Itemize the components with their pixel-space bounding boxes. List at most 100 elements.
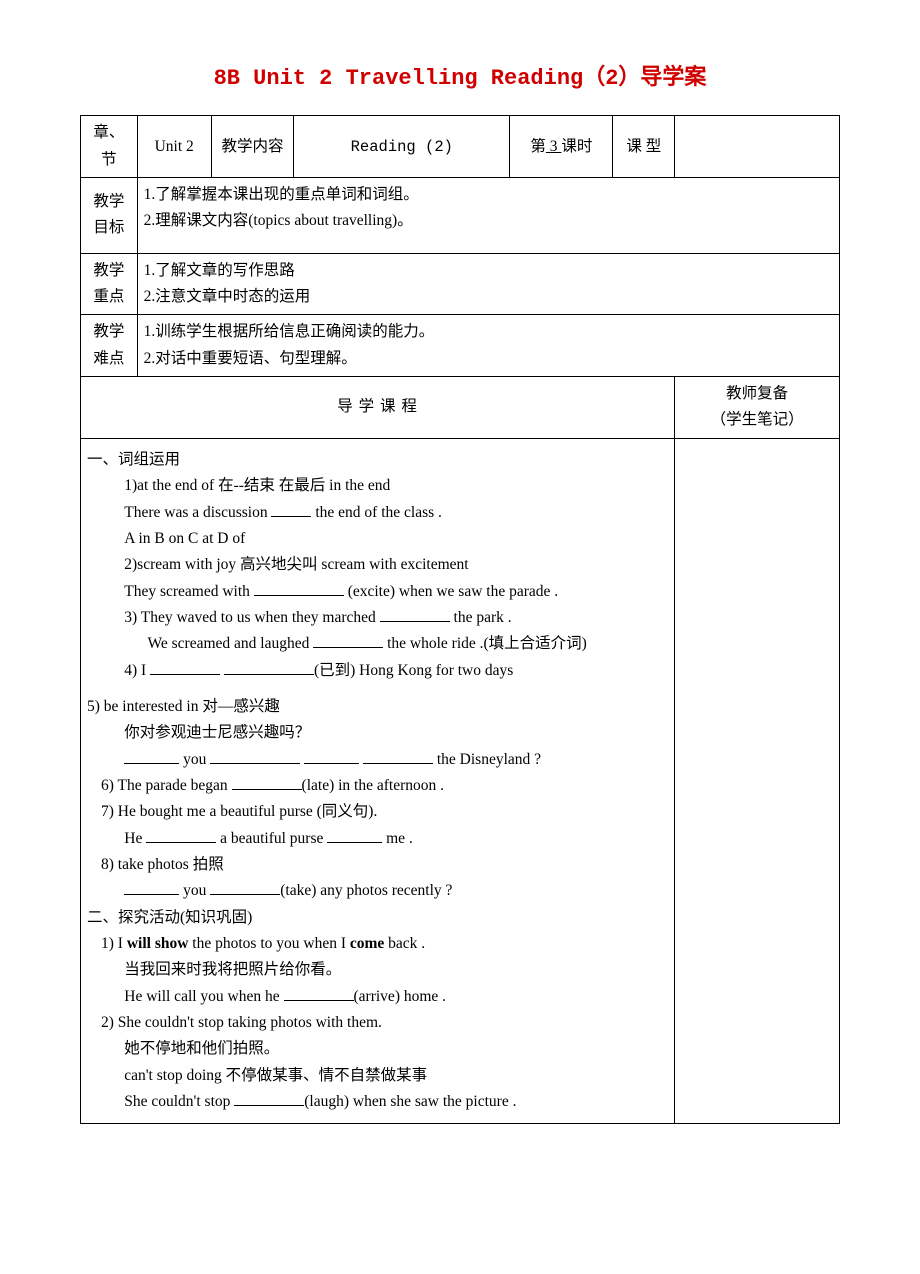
focus-line1: 1.了解文章的写作思路 [144,258,833,284]
notes-column [675,438,840,1124]
s1-item2-a: 2)scream with joy 高兴地尖叫 scream with exci… [101,552,668,578]
blank [271,502,311,517]
s1-item1-c: A in B on C at D of [101,526,668,552]
s1-item2-b-post: (excite) when we saw the parade . [344,583,558,600]
s1-item1-a: 1)at the end of 在--结束 在最后 in the end [101,473,668,499]
blank [210,749,300,764]
s1-item8-b-m1: you [179,882,210,899]
s2-item1-a: 1) I will show the photos to you when I … [101,931,668,957]
blank [224,660,314,675]
type-value [675,116,840,178]
goals-line1: 1.了解掌握本课出现的重点单词和词组。 [144,182,833,208]
header-row: 章、节 Unit 2 教学内容 Reading (2) 第 3 课时 课 型 [81,116,840,178]
goals-label: 教学目标 [81,178,138,254]
s1-item6-pre: 6) The parade began [101,777,232,794]
s1-item5-a: 5) be interested in 对—感兴趣 [87,694,668,720]
goals-row: 教学目标 1.了解掌握本课出现的重点单词和词组。 2.理解课文内容(topics… [81,178,840,254]
s2-item2-d: She couldn't stop (laugh) when she saw t… [101,1089,668,1115]
focus-line2: 2.注意文章中时态的运用 [144,284,833,310]
blank [124,880,179,895]
period-cell: 第 3 课时 [510,116,613,178]
difficulty-line2: 2.对话中重要短语、句型理解。 [144,346,833,372]
goals-content: 1.了解掌握本课出现的重点单词和词组。 2.理解课文内容(topics abou… [137,178,839,254]
s2-item1-c-post: (arrive) home . [354,988,447,1005]
s1-item6-post: (late) in the afternoon . [302,777,444,794]
s1-item8-b: you (take) any photos recently ? [101,878,668,904]
period-prefix: 第 [530,138,546,155]
s1-item2-b-pre: They screamed with [124,583,254,600]
blank [313,633,383,648]
chapter-label: 章、节 [81,116,138,178]
s1-item3-pre: 3) They waved to us when they marched [124,609,379,626]
chapter-value: Unit 2 [137,116,211,178]
focus-label: 教学重点 [81,253,138,315]
period-num: 3 [546,138,562,155]
main-content: 一、词组运用 1)at the end of 在--结束 在最后 in the … [81,438,675,1124]
blank [146,828,216,843]
blank [234,1091,304,1106]
difficulty-label: 教学难点 [81,315,138,377]
goals-line2: 2.理解课文内容(topics about travelling)。 [144,208,833,234]
s2-item1-b: 当我回来时我将把照片给你看。 [101,957,668,983]
notes-label-1: 教师复备 [726,385,788,402]
blank [150,660,220,675]
s1-item3b: We screamed and laughed the whole ride .… [101,631,668,657]
s2-item2-c: can't stop doing 不停做某事、情不自禁做某事 [101,1063,668,1089]
blank [380,607,450,622]
s2-item1-c: He will call you when he (arrive) home . [101,984,668,1010]
s2-item1-c-pre: He will call you when he [124,988,283,1005]
notes-label: 教师复备 （学生笔记） [675,377,840,439]
difficulty-line1: 1.训练学生根据所给信息正确阅读的能力。 [144,319,833,345]
difficulty-content: 1.训练学生根据所给信息正确阅读的能力。 2.对话中重要短语、句型理解。 [137,315,839,377]
s1-item7-b-mid: a beautiful purse [216,830,327,847]
difficulty-row: 教学难点 1.训练学生根据所给信息正确阅读的能力。 2.对话中重要短语、句型理解… [81,315,840,377]
blank [327,828,382,843]
s1-item5-b: 你对参观迪士尼感兴趣吗？ [101,720,668,746]
type-label: 课 型 [613,116,675,178]
content-row: 一、词组运用 1)at the end of 在--结束 在最后 in the … [81,438,840,1124]
s1-item4: 4) I (已到) Hong Kong for two days [101,658,668,684]
course-label: 导 学 课 程 [81,377,675,439]
blank [254,581,344,596]
section2-head: 二、探究活动(知识巩固) [87,905,668,931]
s1-item7-b-post: me . [382,830,413,847]
s2-item2-a: 2) She couldn't stop taking photos with … [101,1010,668,1036]
s1-item7-a: 7) He bought me a beautiful purse (同义句). [101,799,668,825]
s1-item5-c-post: the Disneyland ? [433,751,541,768]
s2-item2-b: 她不停地和他们拍照。 [101,1036,668,1062]
content-value: Reading (2) [294,116,510,178]
focus-content: 1.了解文章的写作思路 2.注意文章中时态的运用 [137,253,839,315]
s1-item6: 6) The parade began (late) in the aftern… [101,773,668,799]
page-title: 8B Unit 2 Travelling Reading（2）导学案 [80,60,840,97]
blank [232,775,302,790]
s1-item2-b: They screamed with (excite) when we saw … [101,579,668,605]
notes-label-2: （学生笔记） [711,411,804,428]
s1-item3b-pre: We screamed and laughed [148,635,314,652]
section1-head: 一、词组运用 [87,447,668,473]
s1-item5-c: you the Disneyland ? [101,747,668,773]
blank [304,749,359,764]
s1-item3: 3) They waved to us when they marched th… [101,605,668,631]
s1-item1-b-pre: There was a discussion [124,504,271,521]
s1-item4-pre: 4) I [124,662,150,679]
s1-item3b-post: the whole ride .(填上合适介词) [383,635,587,652]
s2-item2-d-pre: She couldn't stop [124,1093,234,1110]
s1-item7-b: He a beautiful purse me . [101,826,668,852]
content-label: 教学内容 [211,116,293,178]
s1-item1-b-post: the end of the class . [311,504,441,521]
s1-item8-b-post: (take) any photos recently ? [280,882,452,899]
blank [210,880,280,895]
s1-item4-post: (已到) Hong Kong for two days [314,662,513,679]
s1-item8-a: 8) take photos 拍照 [101,852,668,878]
focus-row: 教学重点 1.了解文章的写作思路 2.注意文章中时态的运用 [81,253,840,315]
period-suffix: 课时 [561,138,592,155]
course-header-row: 导 学 课 程 教师复备 （学生笔记） [81,377,840,439]
s1-item3-post: the park . [450,609,512,626]
blank [124,749,179,764]
s1-item1-b: There was a discussion the end of the cl… [101,500,668,526]
s1-item7-b-pre: He [124,830,146,847]
s2-item2-d-post: (laugh) when she saw the picture . [304,1093,516,1110]
blank [363,749,433,764]
lesson-plan-table: 章、节 Unit 2 教学内容 Reading (2) 第 3 课时 课 型 教… [80,115,840,1124]
s1-item5-c-m1: you [179,751,210,768]
